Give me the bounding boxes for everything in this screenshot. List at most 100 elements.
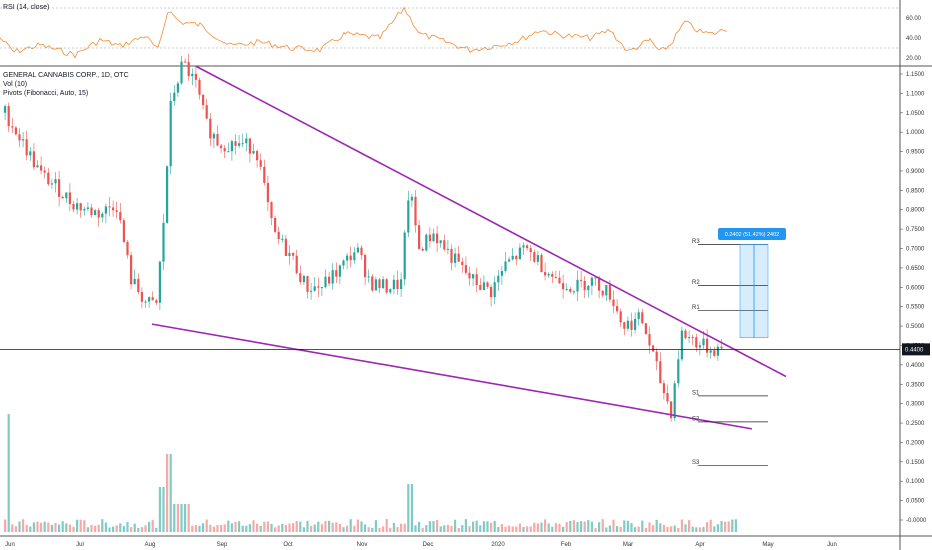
volume-bar	[652, 525, 655, 532]
volume-bar	[364, 524, 367, 532]
candle-body	[443, 240, 446, 250]
volume-bar	[241, 525, 244, 532]
volume-bar	[25, 524, 28, 532]
candle-body	[68, 192, 71, 204]
volume-bar	[461, 525, 464, 532]
candle-body	[194, 73, 197, 80]
volume-bar	[356, 519, 359, 532]
volume-bar	[367, 527, 370, 532]
candle-body	[472, 274, 475, 279]
candle-body	[310, 290, 313, 292]
time-axis-label: Aug	[145, 542, 156, 548]
candle-body	[155, 300, 158, 303]
volume-bar	[709, 519, 712, 532]
candle-body	[634, 318, 637, 330]
candle-body	[432, 233, 435, 242]
candle-body	[569, 288, 572, 292]
candle-body	[562, 283, 565, 290]
candle-body	[644, 323, 647, 335]
candle-body	[446, 248, 449, 250]
volume-bar	[716, 524, 719, 532]
volume-bar	[324, 520, 327, 532]
candle-body	[684, 330, 687, 339]
volume-bar	[504, 526, 507, 532]
volume-bar	[421, 527, 424, 532]
candle-body	[652, 345, 655, 352]
volume-bar	[464, 519, 467, 532]
volume-bar	[655, 519, 658, 532]
volume-bar	[644, 527, 647, 532]
volume-bar	[371, 527, 374, 532]
candle-body	[504, 261, 507, 271]
time-axis-label: Sep	[217, 542, 228, 548]
volume-bar	[695, 527, 698, 532]
volume-bar	[450, 525, 453, 532]
candle-body	[227, 151, 230, 153]
candle-body	[662, 383, 665, 394]
candle-body	[385, 279, 388, 293]
candle-body	[94, 210, 97, 216]
candle-body	[436, 233, 439, 244]
volume-bar	[410, 484, 413, 532]
candle-body	[342, 260, 345, 266]
volume-bar	[137, 527, 140, 532]
candle-body	[468, 272, 471, 279]
candle-body	[115, 210, 118, 212]
volume-bar	[187, 504, 190, 532]
volume-bar	[144, 525, 147, 532]
volume-bar	[601, 519, 604, 532]
candle-body	[18, 134, 21, 141]
volume-bar	[684, 524, 687, 532]
volume-bar	[313, 524, 316, 532]
candle-body	[400, 279, 403, 289]
volume-bar	[58, 524, 61, 532]
wedge-lower-line	[151, 323, 753, 430]
candle-body	[191, 73, 194, 77]
price-tick-label: 0.6500	[906, 266, 925, 272]
volume-bar	[608, 525, 611, 532]
candle-body	[641, 312, 644, 324]
volume-bar	[616, 526, 619, 532]
symbol-title: GENERAL CANNABIS CORP., 1D, OTC	[3, 72, 129, 79]
candle-body	[313, 286, 316, 291]
volume-bar	[263, 521, 266, 532]
volume-bar	[158, 487, 161, 532]
candle-body	[389, 289, 392, 293]
volume-bar	[320, 524, 323, 532]
volume-bar	[630, 523, 633, 532]
candle-body	[234, 141, 237, 146]
candle-body	[270, 202, 273, 218]
time-axis-label: Apr	[695, 542, 704, 548]
candle-body	[187, 62, 190, 77]
candle-body	[547, 273, 550, 276]
volume-bar	[590, 521, 593, 532]
candle-body	[306, 275, 309, 292]
candle-body	[371, 276, 374, 291]
price-tick-label: 0.2000	[906, 440, 925, 446]
volume-bar	[166, 454, 169, 532]
measure-label: 0.2402 (51.42%) 2402	[725, 232, 779, 238]
candle-body	[486, 282, 489, 287]
volume-bar	[472, 521, 475, 532]
candle-body	[36, 165, 39, 168]
pivots-legend: Pivots (Fibonacci, Auto, 15)	[3, 90, 89, 97]
price-tick-label: 0.2500	[906, 421, 925, 427]
volume-bar	[151, 520, 154, 532]
candle-body	[209, 118, 212, 139]
candle-body	[353, 252, 356, 261]
candle-body	[112, 207, 115, 211]
volume-bar	[605, 527, 608, 532]
volume-bar	[338, 523, 341, 532]
candle-body	[418, 225, 421, 249]
candle-body	[576, 279, 579, 292]
volume-bar	[72, 526, 75, 532]
candle-body	[623, 322, 626, 329]
volume-bar	[101, 519, 104, 532]
volume-bar	[432, 521, 435, 532]
volume-bar	[486, 521, 489, 532]
volume-bar	[90, 524, 93, 532]
volume-bar	[4, 519, 7, 532]
volume-bar	[713, 526, 716, 532]
candle-body	[292, 252, 295, 256]
